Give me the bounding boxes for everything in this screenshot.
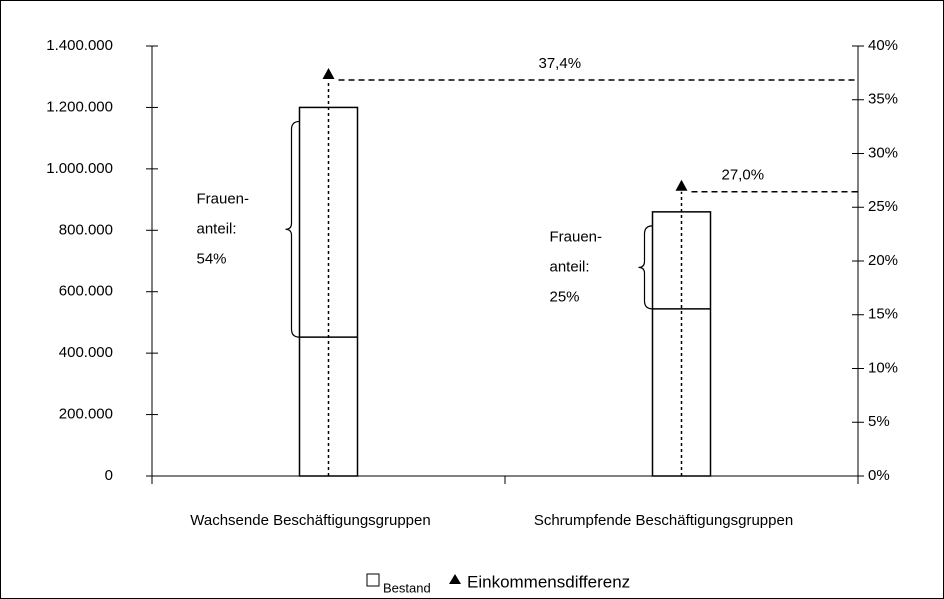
y2-tick-label: 40% <box>868 37 898 54</box>
x-tick-label: Schrumpfende Beschäftigungsgruppen <box>534 512 793 529</box>
legend-label: Bestand <box>383 580 431 595</box>
y2-tick-label: 0% <box>868 467 890 484</box>
y2-tick-label: 25% <box>868 198 898 215</box>
y2-tick-label: 30% <box>868 144 898 161</box>
y2-tick-label: 20% <box>868 252 898 269</box>
value-label: 27,0% <box>722 167 765 184</box>
y2-tick-label: 35% <box>868 91 898 108</box>
annotation: Frauen- <box>197 190 250 207</box>
annotation: Frauen- <box>550 228 603 245</box>
y-tick-label: 1.200.000 <box>46 98 113 115</box>
brace <box>285 120 300 338</box>
y-tick-label: 800.000 <box>59 221 113 238</box>
annotation: anteil: <box>197 220 237 237</box>
annotation: anteil: <box>550 258 590 275</box>
legend-label: Einkommensdifferenz <box>467 572 630 591</box>
marker <box>322 67 335 79</box>
marker <box>675 179 688 191</box>
y2-tick-label: 5% <box>868 413 890 430</box>
value-label: 37,4% <box>539 55 582 72</box>
y2-tick-label: 15% <box>868 306 898 323</box>
annotation: 25% <box>550 288 580 305</box>
y-tick-label: 0 <box>105 467 113 484</box>
legend-swatch <box>449 574 461 584</box>
brace <box>638 225 653 310</box>
x-tick-label: Wachsende Beschäftigungsgruppen <box>190 512 430 529</box>
y-tick-label: 1.400.000 <box>46 37 113 54</box>
annotation: 54% <box>197 250 227 267</box>
y2-tick-label: 10% <box>868 359 898 376</box>
y-tick-label: 600.000 <box>59 283 113 300</box>
y-tick-label: 200.000 <box>59 406 113 423</box>
y-tick-label: 1.000.000 <box>46 160 113 177</box>
y-tick-label: 400.000 <box>59 344 113 361</box>
legend-swatch <box>366 573 380 587</box>
